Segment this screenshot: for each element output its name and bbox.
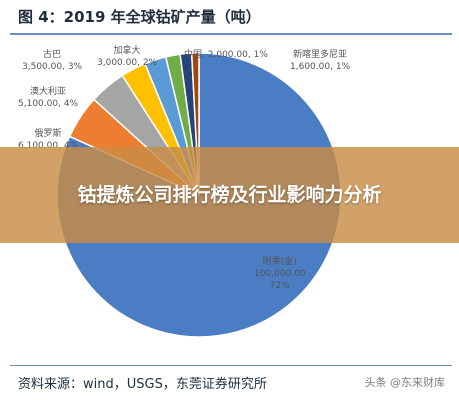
slice-label-china-text: 中国, 2,000.00, 1%	[184, 50, 268, 60]
source-note: 资料来源：wind，USGS，东莞证券研究所	[18, 377, 267, 392]
slice-label-cuba-name: 古巴	[43, 50, 62, 60]
figure-title: 图 4：2019 年全球钴矿产量（吨）	[18, 8, 261, 26]
slice-label-canada-value: 3,000.00, 2%	[97, 58, 158, 68]
article-title: 钴提炼公司排行榜及行业影响力分析	[77, 184, 382, 206]
slice-label-drc-name: 刚果(金)	[262, 257, 297, 267]
source-divider	[10, 365, 452, 366]
title-divider	[10, 33, 452, 35]
slice-label-new-caledonia-name: 新喀里多尼亚	[293, 50, 348, 60]
slice-label-russia: 俄罗斯 6,100.00, 4%	[18, 128, 78, 152]
slice-label-drc-value: 100,000.00	[254, 269, 306, 279]
slice-label-australia: 澳大利亚 5,100.00, 4%	[18, 86, 78, 110]
watermark: 头条 @东来财库	[364, 376, 446, 389]
slice-label-canada: 加拿大 3,000.00, 2%	[97, 45, 157, 69]
slice-label-cuba: 古巴 3,500.00, 3%	[22, 49, 82, 73]
slice-label-new-caledonia-value: 1,600.00, 1%	[290, 62, 351, 72]
slice-label-cuba-value: 3,500.00, 3%	[22, 62, 83, 72]
slice-label-russia-name: 俄罗斯	[34, 129, 62, 139]
slice-label-drc: 刚果(金) 100,000.00 72%	[254, 256, 306, 292]
slice-label-australia-value: 5,100.00, 4%	[18, 99, 79, 109]
slice-label-russia-value: 6,100.00, 4%	[18, 141, 79, 151]
article-title-banner: 钴提炼公司排行榜及行业影响力分析	[0, 147, 459, 243]
slice-label-drc-percent: 72%	[269, 281, 290, 291]
slice-label-canada-name: 加拿大	[113, 46, 141, 56]
slice-label-australia-name: 澳大利亚	[30, 87, 67, 97]
slice-label-new-caledonia: 新喀里多尼亚 1,600.00, 1%	[290, 49, 350, 73]
slice-label-china: 中国, 2,000.00, 1%	[184, 49, 268, 61]
